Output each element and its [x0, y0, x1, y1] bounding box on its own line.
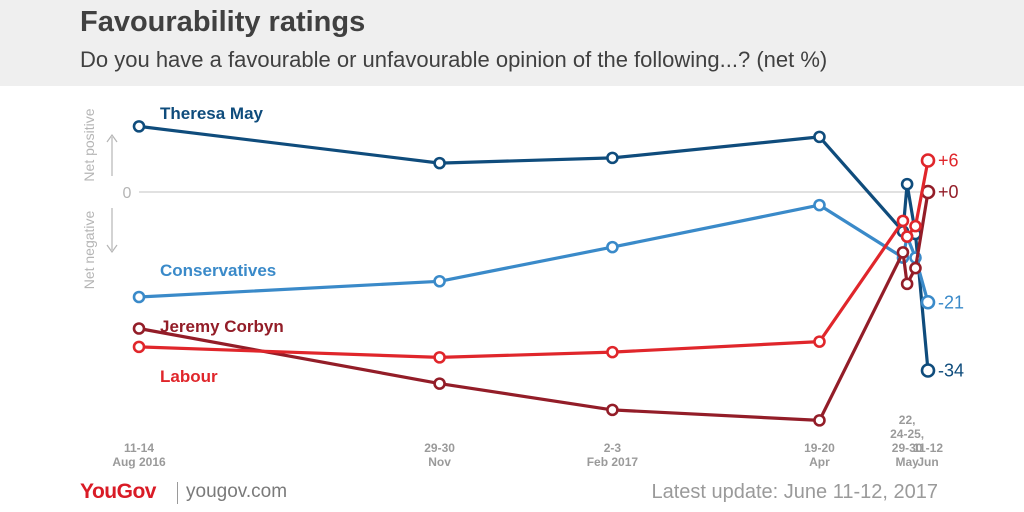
labour-series-label: Labour [160, 367, 218, 386]
theresa-may-point [900, 177, 914, 191]
labour-point [813, 335, 826, 348]
jeremy-corbyn-point [896, 246, 910, 259]
x-tick-label: Nov [428, 455, 451, 469]
labour-point [132, 340, 146, 354]
theresa-may-series-label: Theresa May [160, 104, 264, 123]
jeremy-corbyn-point [433, 377, 446, 390]
x-tick-label: 19-20 [804, 441, 835, 455]
labour-point [433, 351, 446, 364]
x-tick-label: Jun [917, 455, 938, 469]
conservatives-point [813, 198, 826, 212]
x-tick-label: 2-3 [604, 441, 622, 455]
latest-update: Latest update: June 11-12, 2017 [651, 481, 938, 503]
header-band [0, 0, 1024, 86]
x-tick-label: 29-30 [892, 441, 923, 455]
conservatives-end-label: -21 [938, 292, 964, 312]
theresa-may-point [433, 156, 446, 170]
jeremy-corbyn-point [606, 403, 619, 417]
jeremy-corbyn-point [909, 261, 922, 275]
labour-end-label: +6 [938, 151, 959, 171]
conservatives-series-label: Conservatives [160, 261, 276, 280]
jeremy-corbyn-series-label: Jeremy Corbyn [160, 317, 284, 336]
labour-point [920, 153, 936, 168]
net-positive-label: Net positive [81, 108, 97, 181]
x-tick-label: 29-30 [424, 441, 455, 455]
x-tick-label: May [895, 455, 919, 469]
theresa-may-end-label: -34 [938, 361, 964, 381]
jeremy-corbyn-point [132, 322, 146, 335]
x-tick-label: 22, [899, 413, 916, 427]
theresa-may-point [132, 120, 146, 133]
conservatives-point [920, 294, 936, 310]
theresa-may-point [813, 130, 826, 144]
conservatives-point [433, 274, 446, 288]
x-tick-label: 24-25, [890, 427, 924, 441]
x-tick-label: Feb 2017 [587, 455, 639, 469]
jeremy-corbyn-point [900, 277, 914, 291]
x-tick-label: Aug 2016 [112, 455, 166, 469]
jeremy-corbyn-line [138, 191, 930, 422]
conservatives-point [132, 290, 146, 304]
labour-point [896, 214, 910, 228]
chart-title: Favourability ratings [80, 6, 366, 38]
x-tick-label: Apr [809, 455, 830, 469]
theresa-may-point [606, 151, 619, 165]
footer-divider [177, 482, 178, 504]
theresa-may-point [920, 363, 936, 378]
labour-point [606, 345, 619, 359]
down-arrow-head [106, 244, 118, 254]
jeremy-corbyn-end-label: +0 [938, 182, 959, 202]
footer-site-link[interactable]: yougov.com [186, 481, 288, 502]
x-tick-label: 11-14 [124, 441, 154, 455]
conservatives-point [606, 240, 619, 254]
zero-label: 0 [123, 185, 132, 202]
jeremy-corbyn-point [813, 414, 826, 427]
chart-subtitle: Do you have a favourable or unfavourable… [80, 47, 828, 72]
labour-point [900, 230, 914, 243]
up-arrow-head [106, 133, 118, 143]
x-tick-label: 11-12 [913, 441, 943, 455]
labour-point [909, 219, 922, 233]
net-negative-label: Net negative [81, 210, 97, 289]
yougov-logo: YouGov [80, 480, 156, 503]
conservatives-line [138, 203, 930, 303]
